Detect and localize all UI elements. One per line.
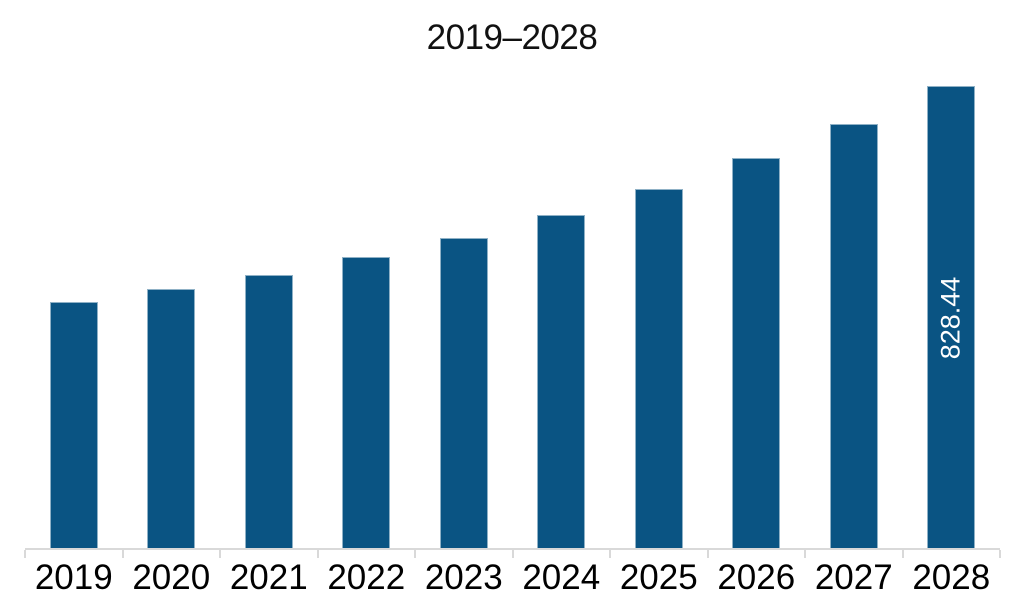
x-axis-tick-mark <box>24 550 26 558</box>
x-axis-tick-mark <box>414 550 416 558</box>
x-tick-label: 2019 <box>34 558 113 597</box>
x-axis-tick-mark <box>609 550 611 558</box>
x-axis-tick-mark <box>511 550 514 558</box>
x-axis-tick-mark <box>316 550 319 558</box>
x-axis-tick-mark <box>706 550 709 558</box>
x-axis-tick-mark <box>901 550 904 558</box>
x-tick-label: 2023 <box>424 558 503 597</box>
bar-cell <box>805 80 903 548</box>
bar-2023 <box>439 238 488 548</box>
bar-cell <box>513 80 611 548</box>
x-tick-label: 2022 <box>327 558 406 597</box>
x-tick-label: 2021 <box>229 558 308 597</box>
bar-2022 <box>342 257 391 548</box>
x-tick-label: 2025 <box>619 558 698 597</box>
plot-area: 828.44 <box>24 80 1001 558</box>
bar-cell <box>415 80 513 548</box>
bar-2024 <box>537 215 586 548</box>
bar-value-label: 828.44 <box>935 276 966 359</box>
bar-2021 <box>244 275 293 548</box>
x-axis-tick-mark <box>219 550 221 558</box>
bar-cell <box>610 80 708 548</box>
bar-cell <box>220 80 318 548</box>
bars-container: 828.44 <box>25 80 1000 548</box>
x-axis-tick-mark <box>804 550 806 558</box>
x-tick-label: 2027 <box>814 558 893 597</box>
bar-cell: 828.44 <box>903 80 1001 548</box>
x-axis-labels: 2019 2020 2021 2022 2023 2024 2025 2026 2027 2028 <box>25 558 1000 598</box>
x-tick-label: 2020 <box>132 558 211 597</box>
bar-2019 <box>49 302 98 548</box>
bar-2025 <box>634 189 683 548</box>
x-tick-label: 2026 <box>717 558 796 597</box>
bar-cell <box>318 80 416 548</box>
x-axis-tick-mark <box>999 550 1001 558</box>
bar-2020 <box>147 289 196 548</box>
bar-2027 <box>829 124 878 548</box>
bar-cell <box>25 80 123 548</box>
x-tick-label: 2028 <box>912 558 991 597</box>
x-axis-tick-mark <box>121 550 124 558</box>
x-tick-label: 2024 <box>522 558 601 597</box>
bar-2026 <box>732 158 781 548</box>
bar-cell <box>708 80 806 548</box>
bar-cell <box>123 80 221 548</box>
chart-title: 2019–2028 <box>426 18 598 57</box>
x-axis-line <box>25 548 1000 550</box>
bar-2028: 828.44 <box>927 86 976 548</box>
